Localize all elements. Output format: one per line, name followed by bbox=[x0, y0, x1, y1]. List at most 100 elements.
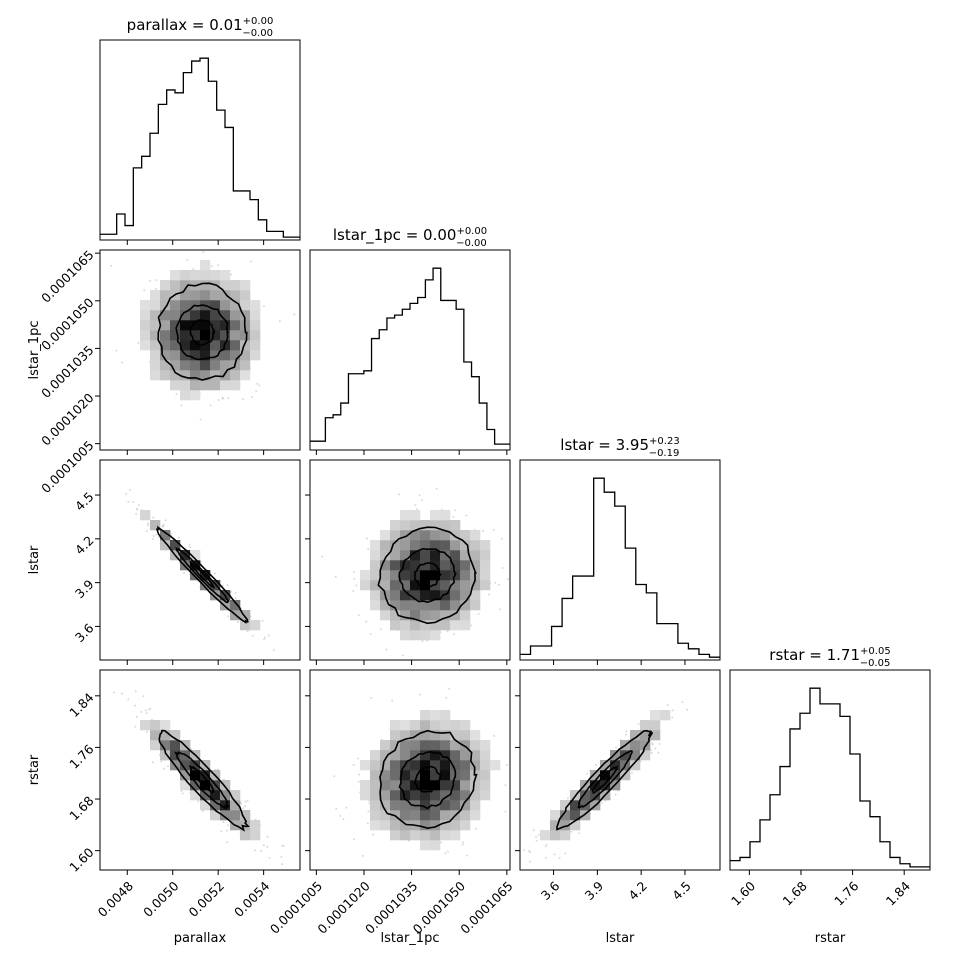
density-cell bbox=[150, 310, 161, 321]
density-cell bbox=[420, 820, 431, 831]
density-cell bbox=[450, 830, 461, 841]
density-cell bbox=[380, 600, 391, 611]
sample-point bbox=[201, 810, 204, 813]
density-cell bbox=[170, 350, 181, 361]
density-cell bbox=[480, 770, 491, 781]
density-cell bbox=[220, 800, 231, 811]
sample-point bbox=[140, 711, 143, 714]
density-cell bbox=[450, 520, 461, 531]
sample-point bbox=[202, 251, 205, 254]
sample-point bbox=[135, 508, 138, 511]
contour-level-3 bbox=[379, 729, 478, 830]
sample-point bbox=[499, 608, 502, 611]
panel-title-lstar: lstar = 3.95+0.23 −0.19 bbox=[560, 436, 679, 459]
sample-point bbox=[160, 760, 163, 763]
density-cell bbox=[430, 710, 441, 721]
density-cell bbox=[220, 330, 231, 341]
sample-point bbox=[358, 773, 361, 776]
sample-point bbox=[357, 614, 360, 617]
density-cell bbox=[370, 580, 381, 591]
x-tick-label-lstar: 4.5 bbox=[669, 878, 694, 903]
contour-level-1 bbox=[591, 765, 619, 794]
contour-level-2 bbox=[398, 547, 457, 604]
density-cell bbox=[400, 550, 411, 561]
density-cell bbox=[230, 800, 241, 811]
sample-point bbox=[488, 593, 491, 596]
density-cell bbox=[390, 620, 401, 631]
sample-point bbox=[372, 833, 375, 836]
density-cell bbox=[620, 750, 631, 761]
density-cell bbox=[430, 610, 441, 621]
sample-point bbox=[188, 543, 191, 546]
sample-point bbox=[529, 860, 532, 863]
density-cell bbox=[560, 800, 571, 811]
density-cell bbox=[470, 740, 481, 751]
density-cell bbox=[230, 340, 241, 351]
density-cell bbox=[420, 720, 431, 731]
density-cell bbox=[410, 790, 421, 801]
sample-point bbox=[440, 841, 443, 844]
density-cell bbox=[160, 290, 171, 301]
density-cell bbox=[470, 590, 481, 601]
sample-point bbox=[246, 799, 249, 802]
x-tick-label-lstar: 3.9 bbox=[582, 878, 607, 903]
density-cell bbox=[150, 730, 161, 741]
sample-point bbox=[127, 698, 130, 701]
density-cell bbox=[190, 570, 201, 581]
density-cell bbox=[480, 560, 491, 571]
density-cell bbox=[600, 760, 611, 771]
sample-point bbox=[234, 597, 237, 600]
density-cell bbox=[450, 550, 461, 561]
sample-point bbox=[164, 519, 167, 522]
density-cell bbox=[380, 570, 391, 581]
density-cell bbox=[460, 770, 471, 781]
sample-point bbox=[367, 810, 370, 813]
sample-point bbox=[134, 704, 137, 707]
density-cell bbox=[190, 370, 201, 381]
density-cell bbox=[170, 370, 181, 381]
density-cell bbox=[430, 570, 441, 581]
density-cell bbox=[240, 830, 251, 841]
density-cell bbox=[430, 830, 441, 841]
density-cell bbox=[240, 310, 251, 321]
density-cell bbox=[250, 320, 261, 331]
histogram-rstar bbox=[730, 687, 930, 868]
density-cell bbox=[400, 730, 411, 741]
density-cell bbox=[380, 810, 391, 821]
density-cell bbox=[210, 590, 221, 601]
density-cell bbox=[390, 770, 401, 781]
density-cell bbox=[440, 780, 451, 791]
density-cell bbox=[550, 820, 561, 831]
density-cell bbox=[560, 820, 571, 831]
density-cell bbox=[250, 330, 261, 341]
density-cell bbox=[460, 720, 471, 731]
density-cell bbox=[190, 310, 201, 321]
density-cell bbox=[440, 820, 451, 831]
hist-panel-rstar: rstar = 1.71+0.05 −0.05 bbox=[729, 646, 931, 875]
density-cell bbox=[470, 580, 481, 591]
panel-parallax-vs-rstar bbox=[95, 669, 301, 875]
x-tick-label-rstar: 1.68 bbox=[780, 878, 810, 908]
density-cell bbox=[440, 770, 451, 781]
density-cell bbox=[400, 560, 411, 571]
hist-panel-lstar: lstar = 3.95+0.23 −0.19 bbox=[519, 436, 721, 665]
density-cell bbox=[160, 740, 171, 751]
density-cell bbox=[200, 800, 211, 811]
density-cell bbox=[430, 620, 441, 631]
sample-point bbox=[452, 515, 455, 518]
sample-point bbox=[625, 730, 628, 733]
density-cell bbox=[470, 800, 481, 811]
sample-point bbox=[227, 397, 230, 400]
sample-point bbox=[444, 852, 447, 855]
density-cell bbox=[410, 610, 421, 621]
sample-point bbox=[454, 509, 457, 512]
density-cell bbox=[160, 540, 171, 551]
panel-frame bbox=[99, 669, 301, 871]
density-cell bbox=[200, 360, 211, 371]
sample-point bbox=[501, 566, 504, 569]
density-cell bbox=[430, 820, 441, 831]
contour-level-2 bbox=[175, 546, 230, 604]
density-cell bbox=[420, 540, 431, 551]
density-cell bbox=[180, 390, 191, 401]
sample-point bbox=[419, 693, 422, 696]
